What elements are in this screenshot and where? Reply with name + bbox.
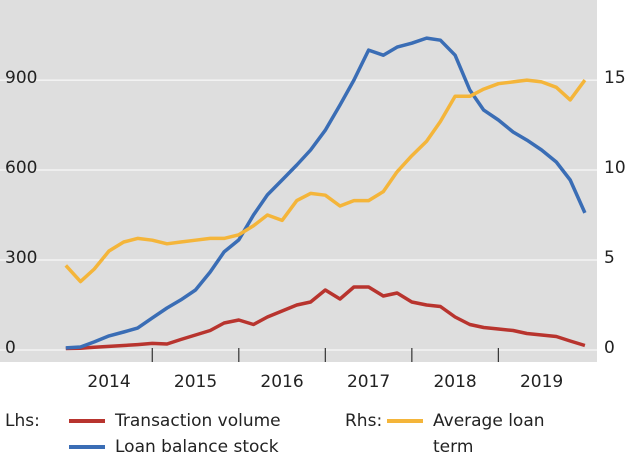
y2-tick-label: 0 <box>604 338 615 358</box>
chart: 0 300 600 900 0 5 10 15 2014 2015 2016 2017 2018 2019 <box>0 0 626 392</box>
y-tick-label: 900 <box>5 68 37 88</box>
legend-label: Average loan term <box>433 411 545 457</box>
y-tick-label: 0 <box>5 338 16 358</box>
legend-label: Transaction volume <box>115 411 281 431</box>
legend-swatch <box>69 445 105 449</box>
legend-swatch <box>387 419 423 423</box>
y-tick-label: 600 <box>5 158 37 178</box>
x-tick-label: 2016 <box>260 372 303 392</box>
y2-tick-label: 5 <box>604 248 615 268</box>
plot-background <box>0 0 597 362</box>
legend-prefix: Lhs: <box>5 411 40 431</box>
y2-tick-label: 15 <box>604 68 626 88</box>
x-tick-label: 2015 <box>174 372 217 392</box>
legend-label: Loan balance stock <box>115 437 279 457</box>
series-line <box>64 78 587 284</box>
legend-swatch <box>69 419 105 423</box>
series-line <box>65 36 587 350</box>
x-tick-label: 2019 <box>520 372 563 392</box>
y2-tick-label: 10 <box>604 158 626 178</box>
series-line <box>65 285 586 351</box>
x-tick-label: 2018 <box>433 372 476 392</box>
x-tick-label: 2017 <box>347 372 390 392</box>
y-tick-label: 300 <box>5 248 37 268</box>
x-tick-label: 2014 <box>87 372 130 392</box>
legend-prefix: Rhs: <box>345 411 383 431</box>
